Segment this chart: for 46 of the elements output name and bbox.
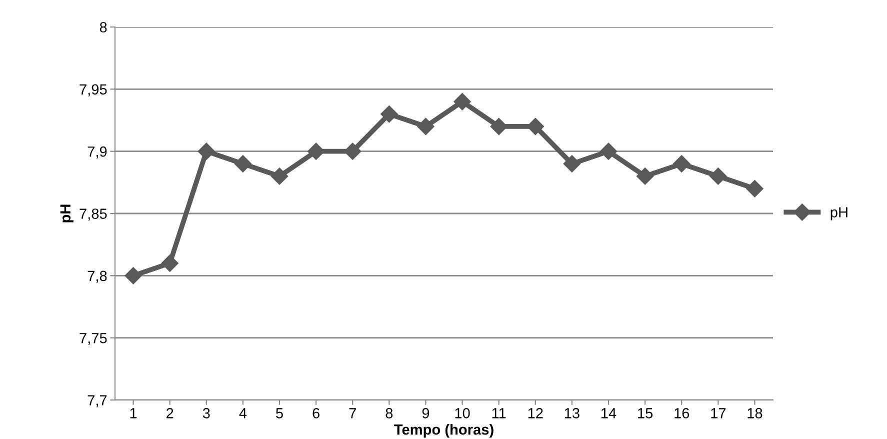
x-tick-label: 12 [528,408,543,418]
y-tick-label: 8 [100,22,107,32]
point [270,168,288,185]
x-tick-label: 14 [602,408,616,418]
x-tick-label: 9 [422,408,430,418]
y-axis-title: pH [60,204,74,222]
point [417,118,434,136]
point [161,254,178,272]
point [636,168,654,185]
y-tick-label: 7,85 [80,208,107,221]
y-tick-label: 7,95 [80,84,107,96]
x-tick-label: 11 [492,408,506,418]
point [710,168,727,185]
x-tick-label: 3 [202,408,210,418]
point [673,155,690,172]
x-tick-label: 8 [386,408,393,418]
x-tick-label: 7 [349,408,356,418]
x-tick-label: 6 [312,408,320,418]
x-tick-label: 10 [455,408,470,418]
x-tick-label: 15 [638,408,653,418]
point [600,142,618,160]
x-tick-label: 17 [711,408,726,418]
y-tick-label: 7,7 [88,395,107,408]
point [380,105,398,123]
y-tick-label: 7,9 [88,146,107,158]
x-tick-label: 18 [748,408,762,418]
point [746,180,764,198]
x-tick-label: 4 [239,408,247,418]
y-tick-label: 7,75 [80,333,107,345]
x-tick-label: 1 [130,408,137,418]
point [490,118,508,136]
legend-label: pH [830,207,848,220]
point [308,142,325,160]
point [563,155,580,172]
y-tick-label: 7,8 [88,270,107,283]
point [124,267,142,284]
x-axis-title: Tempo (horas) [394,424,494,438]
point [454,93,471,110]
point [234,155,252,172]
x-tick-label: 13 [564,408,580,418]
point [526,118,544,136]
x-tick-label: 16 [674,408,690,418]
x-tick-label: 5 [276,408,283,418]
x-tick-label: 2 [166,408,174,418]
point [344,142,362,160]
point [198,142,215,160]
